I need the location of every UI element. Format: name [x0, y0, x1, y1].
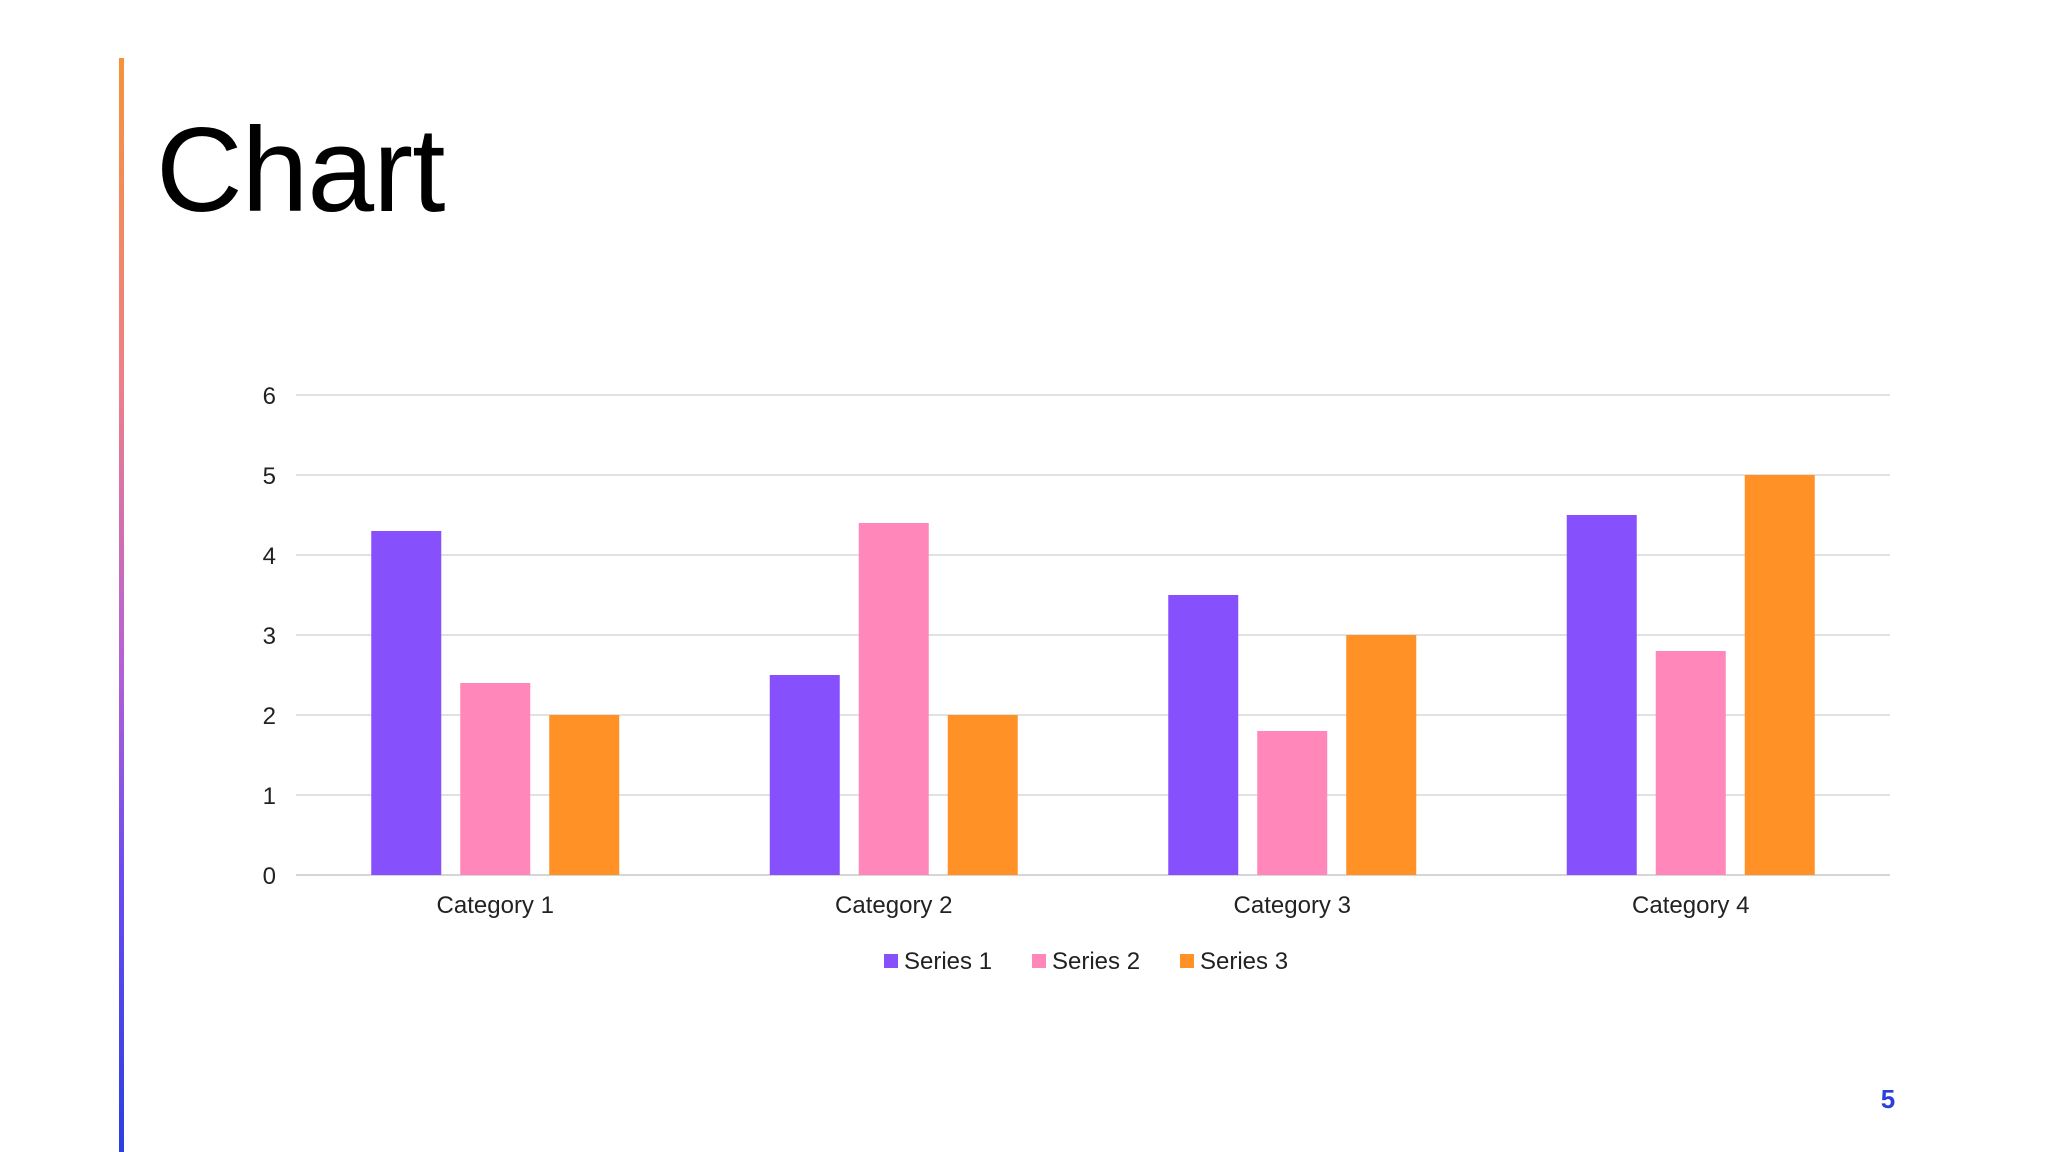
chart-svg: 0 1 2 3 4 5 6 Category 1 Category 2 Category 3 Cat…: [263, 383, 1890, 975]
bar-series-1-category-4: [1566, 515, 1637, 875]
bar-chart: 0 1 2 3 4 5 6 Category 1 Category 2 Category 3 Cat…: [230, 360, 1910, 1000]
legend-swatch-series-2: [1032, 954, 1046, 968]
page-number: 5: [1880, 1084, 1896, 1114]
x-tick-label: Category 1: [437, 892, 554, 919]
bar-series-1-category-1: [371, 531, 442, 875]
bar-series-3-category-3: [1346, 635, 1417, 875]
y-tick-label: 0: [263, 863, 276, 890]
bar-series-3-category-1: [549, 715, 620, 875]
legend-label-series-2: Series 2: [1052, 948, 1140, 975]
y-tick-label: 3: [263, 623, 276, 650]
x-tick-label: Category 2: [835, 892, 952, 919]
slide-title: Chart: [156, 103, 445, 237]
legend-label-series-3: Series 3: [1200, 948, 1288, 975]
bar-series-3-category-4: [1744, 475, 1815, 875]
bar-series-1-category-3: [1168, 595, 1239, 875]
x-tick-label: Category 3: [1234, 892, 1351, 919]
accent-line: [119, 58, 124, 1152]
legend-swatch-series-1: [884, 954, 898, 968]
bar-series-2-category-4: [1655, 651, 1726, 875]
legend-swatch-series-3: [1180, 954, 1194, 968]
y-tick-label: 6: [263, 383, 276, 410]
bar-series-2-category-1: [460, 683, 531, 875]
bar-series-3-category-2: [947, 715, 1018, 875]
bar-series-2-category-2: [858, 523, 929, 875]
x-tick-label: Category 4: [1632, 892, 1749, 919]
bar-series-1-category-2: [769, 675, 840, 875]
y-tick-label: 2: [263, 703, 276, 730]
y-tick-label: 1: [263, 783, 276, 810]
legend-label-series-1: Series 1: [904, 948, 992, 975]
y-tick-label: 4: [263, 543, 276, 570]
bar-series-2-category-3: [1257, 731, 1328, 875]
y-tick-label: 5: [263, 463, 276, 490]
